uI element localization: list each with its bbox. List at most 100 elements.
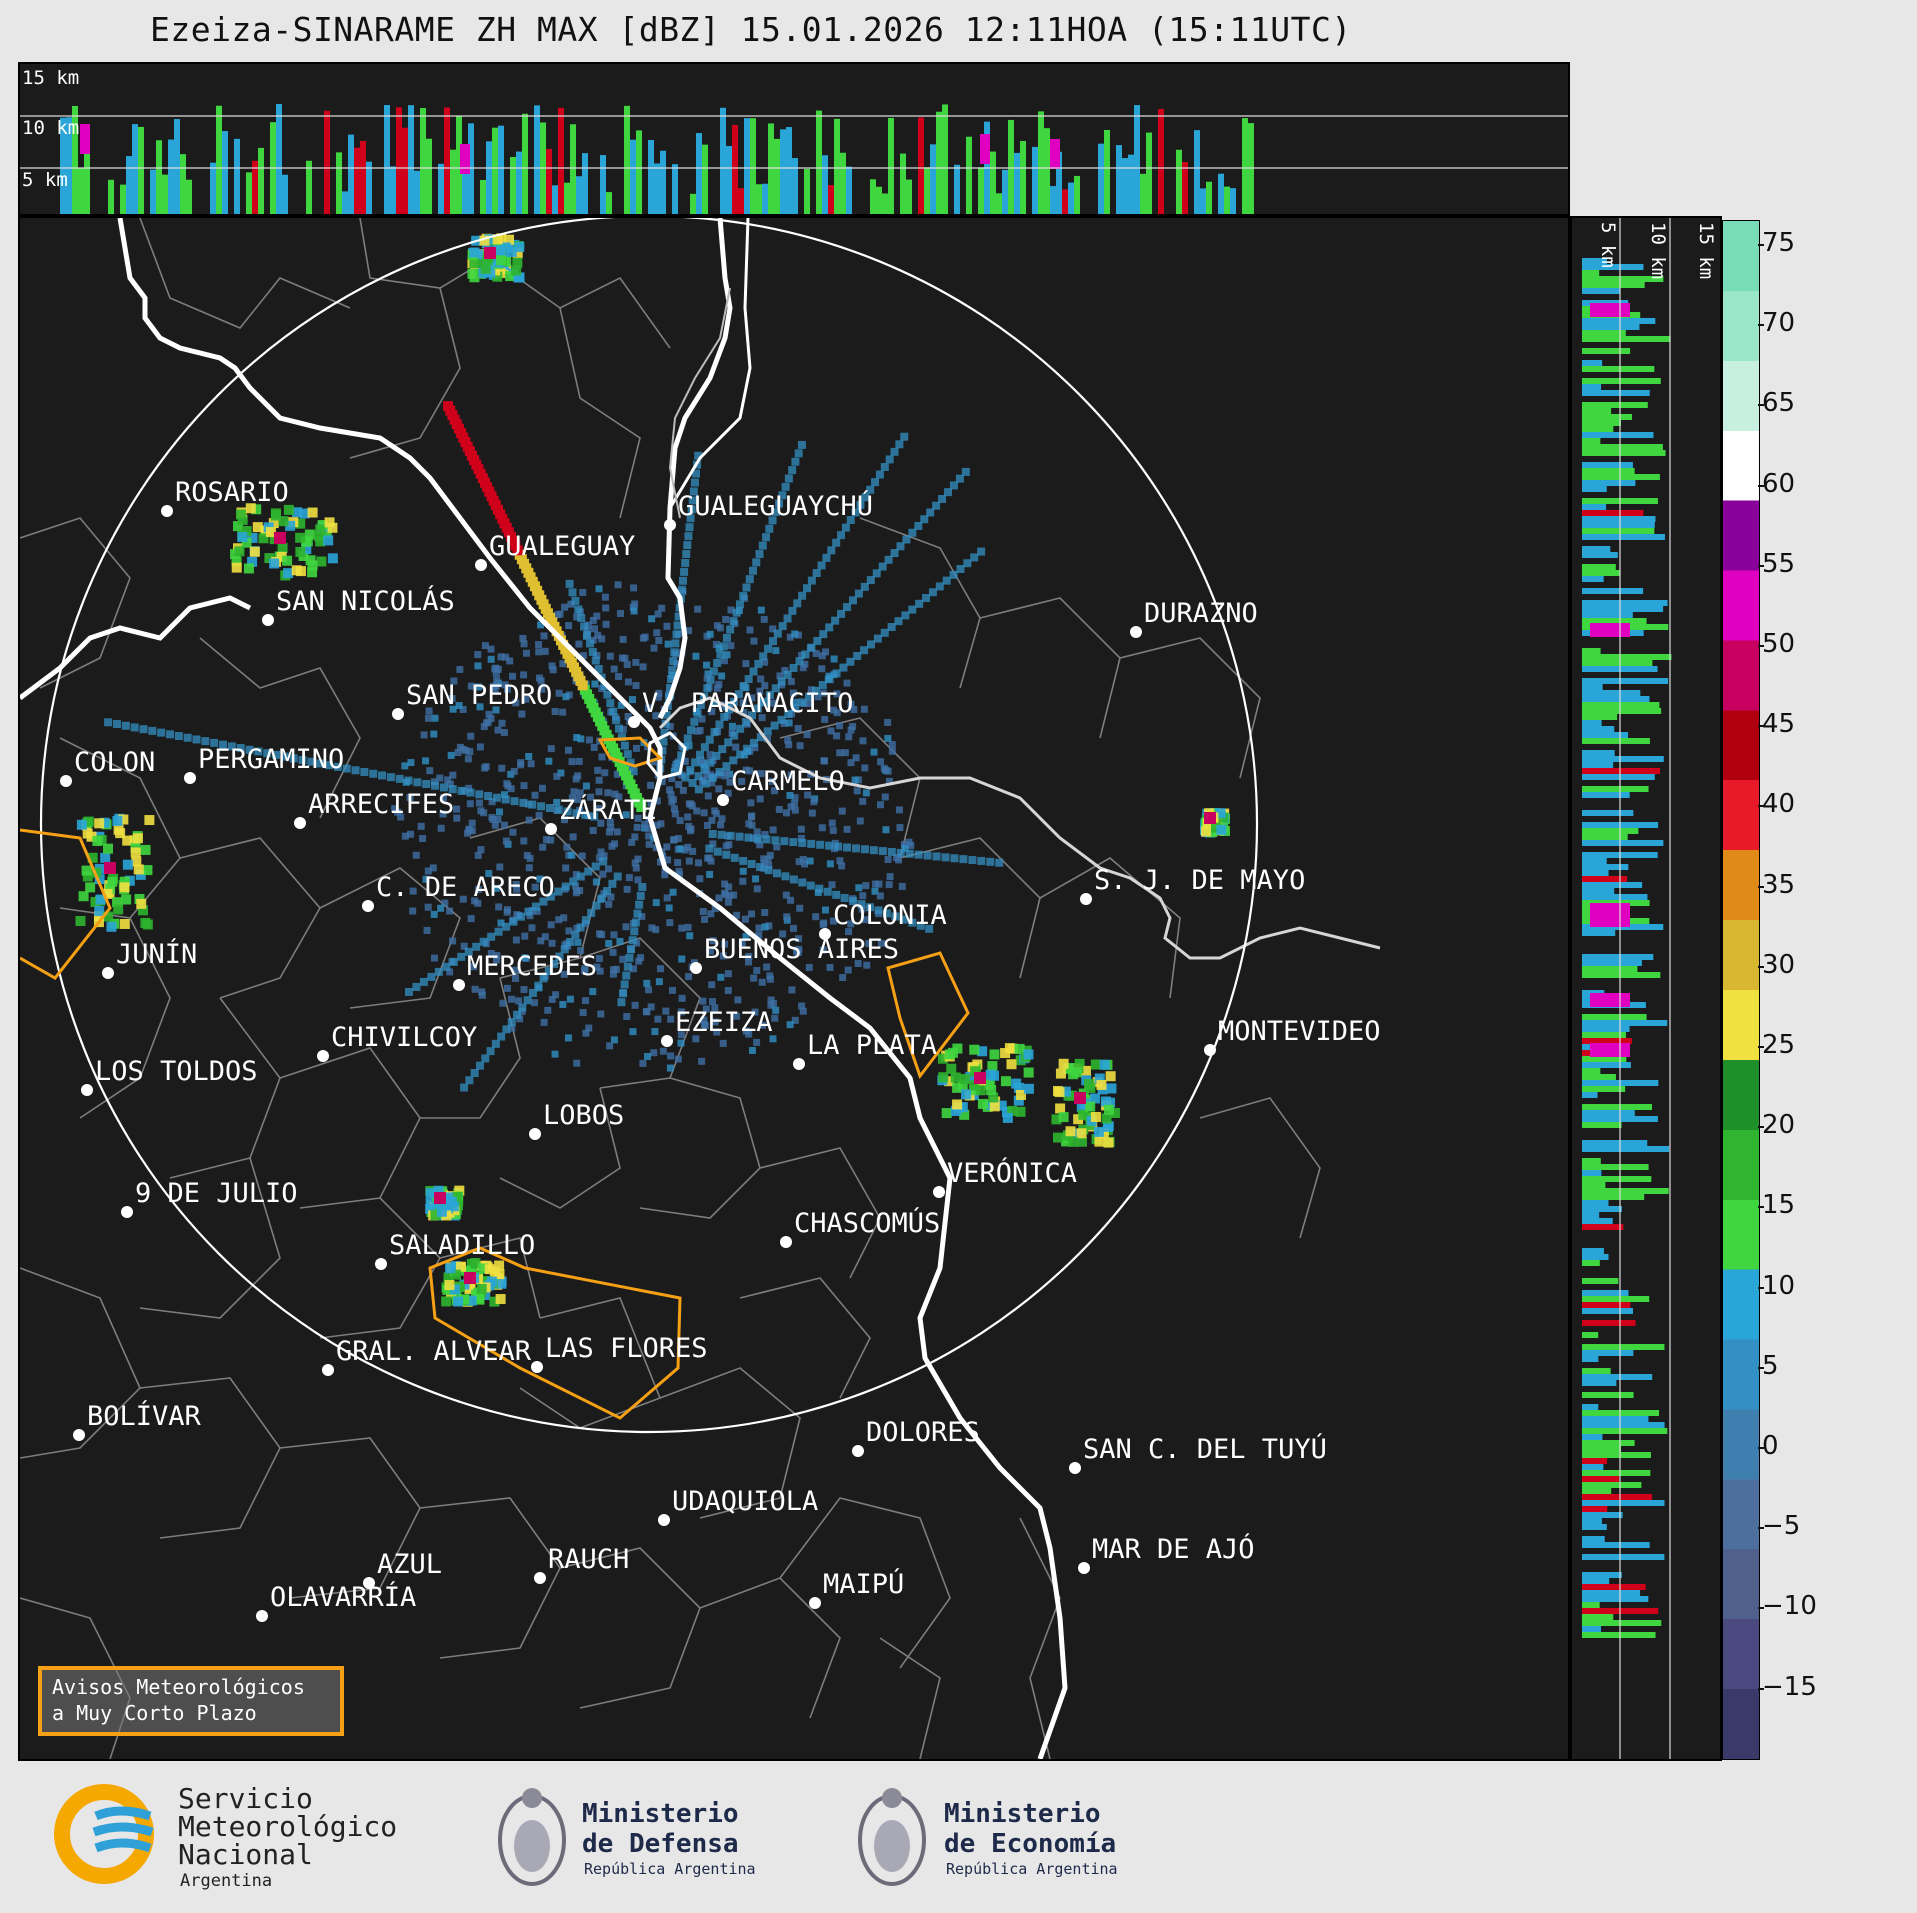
echo-streak bbox=[571, 930, 580, 939]
echo-clutter bbox=[549, 666, 557, 674]
echo-clutter bbox=[632, 658, 640, 666]
side-echo-row bbox=[1582, 1296, 1650, 1302]
echo-streak bbox=[880, 463, 889, 472]
echo-streak bbox=[794, 449, 803, 458]
echo-clutter bbox=[599, 870, 607, 878]
side-echo-row bbox=[1582, 654, 1672, 660]
top-echo-column bbox=[954, 164, 960, 214]
top-echo-core bbox=[80, 124, 90, 154]
echo-clutter bbox=[681, 757, 689, 765]
echo-clutter bbox=[708, 779, 716, 787]
echo-streak bbox=[745, 575, 754, 584]
top-echo-column bbox=[690, 193, 696, 214]
top-echo-column bbox=[444, 107, 450, 214]
echo-streak bbox=[517, 912, 526, 921]
echo-clutter bbox=[426, 767, 434, 775]
city-marker: SALADILLO bbox=[375, 1230, 535, 1270]
echo-streak bbox=[724, 738, 733, 747]
radar-map-panel[interactable]: ROSARIO GUALEGUAYCHÚ GUALEGUAY SAN NICOLÁS D… bbox=[18, 216, 1570, 1761]
echo-cell bbox=[1211, 822, 1222, 833]
side-height-label-5: 5 km bbox=[1597, 222, 1619, 268]
side-echo-row bbox=[1582, 726, 1615, 732]
echo-clutter bbox=[667, 1015, 675, 1023]
echo-clutter bbox=[520, 782, 528, 790]
echo-cell bbox=[295, 546, 306, 557]
echo-clutter bbox=[520, 986, 528, 994]
echo-clutter bbox=[663, 894, 671, 902]
echo-streak bbox=[591, 656, 600, 665]
echo-clutter bbox=[791, 806, 799, 814]
echo-streak bbox=[856, 500, 865, 509]
echo-streak bbox=[854, 589, 863, 598]
economia-sun-icon bbox=[882, 1788, 902, 1808]
echo-core bbox=[484, 247, 496, 259]
echo-cell bbox=[118, 814, 129, 825]
side-echo-row bbox=[1582, 1218, 1613, 1224]
echo-clutter bbox=[877, 758, 885, 766]
echo-clutter bbox=[594, 631, 602, 639]
echo-cell bbox=[1015, 1089, 1026, 1100]
echo-clutter bbox=[755, 924, 763, 932]
side-echo-row bbox=[1582, 1056, 1627, 1062]
colorbar-tick-mark bbox=[1758, 1206, 1764, 1209]
echo-clutter bbox=[424, 903, 432, 911]
echo-clutter bbox=[595, 955, 603, 963]
side-echo-row bbox=[1582, 1248, 1604, 1254]
echo-clutter bbox=[677, 1008, 685, 1016]
side-echo-row bbox=[1582, 1632, 1656, 1638]
colorbar-tick-label: 10 bbox=[1762, 1270, 1796, 1301]
echo-clutter bbox=[791, 1016, 799, 1024]
echo-clutter bbox=[533, 907, 541, 915]
echo-clutter bbox=[861, 764, 869, 772]
echo-clutter bbox=[675, 781, 683, 789]
economia-line3: República Argentina bbox=[946, 1860, 1118, 1878]
echo-clutter bbox=[860, 705, 868, 713]
smn-line4: Argentina bbox=[180, 1871, 272, 1891]
top-echo-column bbox=[570, 124, 576, 214]
echo-clutter bbox=[467, 915, 475, 923]
top-echo-column bbox=[1122, 158, 1128, 214]
echo-streak bbox=[722, 762, 731, 771]
city-dot-icon bbox=[322, 1364, 334, 1376]
echo-streak bbox=[687, 505, 696, 514]
echo-cell bbox=[1001, 1107, 1012, 1118]
side-echo-row bbox=[1582, 732, 1629, 738]
echo-streak bbox=[659, 737, 668, 746]
echo-streak bbox=[603, 690, 612, 699]
echo-clutter bbox=[895, 856, 903, 864]
echo-clutter bbox=[487, 949, 495, 957]
echo-clutter bbox=[564, 1034, 572, 1042]
echo-cell bbox=[970, 1066, 981, 1077]
echo-clutter bbox=[750, 974, 758, 982]
top-echo-column bbox=[1194, 130, 1200, 214]
echo-clutter bbox=[696, 875, 704, 883]
echo-streak bbox=[894, 617, 903, 626]
top-echo-column bbox=[822, 155, 828, 214]
side-echo-row bbox=[1582, 1194, 1645, 1200]
echo-clutter bbox=[423, 926, 431, 934]
echo-clutter bbox=[684, 813, 692, 821]
top-echo-column bbox=[792, 158, 798, 214]
echo-clutter bbox=[726, 778, 734, 786]
echo-clutter bbox=[512, 966, 520, 974]
side-echo-row bbox=[1582, 1332, 1599, 1338]
city-label: ARRECIFES bbox=[308, 789, 454, 820]
echo-clutter bbox=[667, 791, 675, 799]
echo-streak bbox=[955, 474, 964, 483]
echo-streak bbox=[571, 596, 580, 605]
echo-clutter bbox=[512, 974, 520, 982]
echo-clutter bbox=[509, 672, 517, 680]
top-height-label-5: 5 km bbox=[22, 169, 68, 191]
city-label: S. J. DE MAYO bbox=[1094, 865, 1305, 896]
echo-clutter bbox=[585, 736, 593, 744]
echo-streak bbox=[280, 752, 289, 761]
echo-streak bbox=[827, 546, 836, 555]
echo-clutter bbox=[632, 864, 640, 872]
echo-clutter bbox=[901, 844, 909, 852]
echo-cell bbox=[452, 1191, 463, 1202]
side-echo-row bbox=[1582, 1578, 1610, 1584]
echo-streak bbox=[875, 470, 884, 479]
echo-clutter bbox=[677, 1039, 685, 1047]
echo-streak bbox=[743, 744, 752, 753]
